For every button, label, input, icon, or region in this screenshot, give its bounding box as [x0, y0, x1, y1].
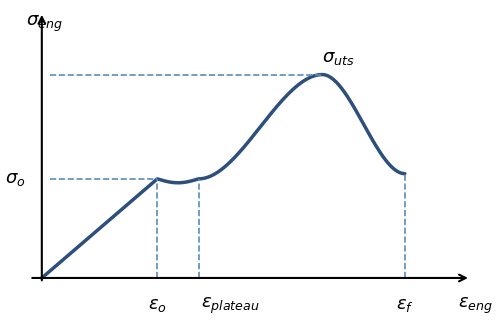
Text: $\sigma_o$: $\sigma_o$ — [5, 170, 25, 188]
Text: $\varepsilon_{eng}$: $\varepsilon_{eng}$ — [458, 296, 494, 317]
Text: $\varepsilon_{plateau}$: $\varepsilon_{plateau}$ — [200, 296, 260, 317]
Text: $\varepsilon_o$: $\varepsilon_o$ — [148, 296, 167, 314]
Text: $\varepsilon_f$: $\varepsilon_f$ — [396, 296, 413, 314]
Text: $\sigma_{uts}$: $\sigma_{uts}$ — [322, 49, 355, 67]
Text: $\sigma_{eng}$: $\sigma_{eng}$ — [26, 13, 63, 34]
